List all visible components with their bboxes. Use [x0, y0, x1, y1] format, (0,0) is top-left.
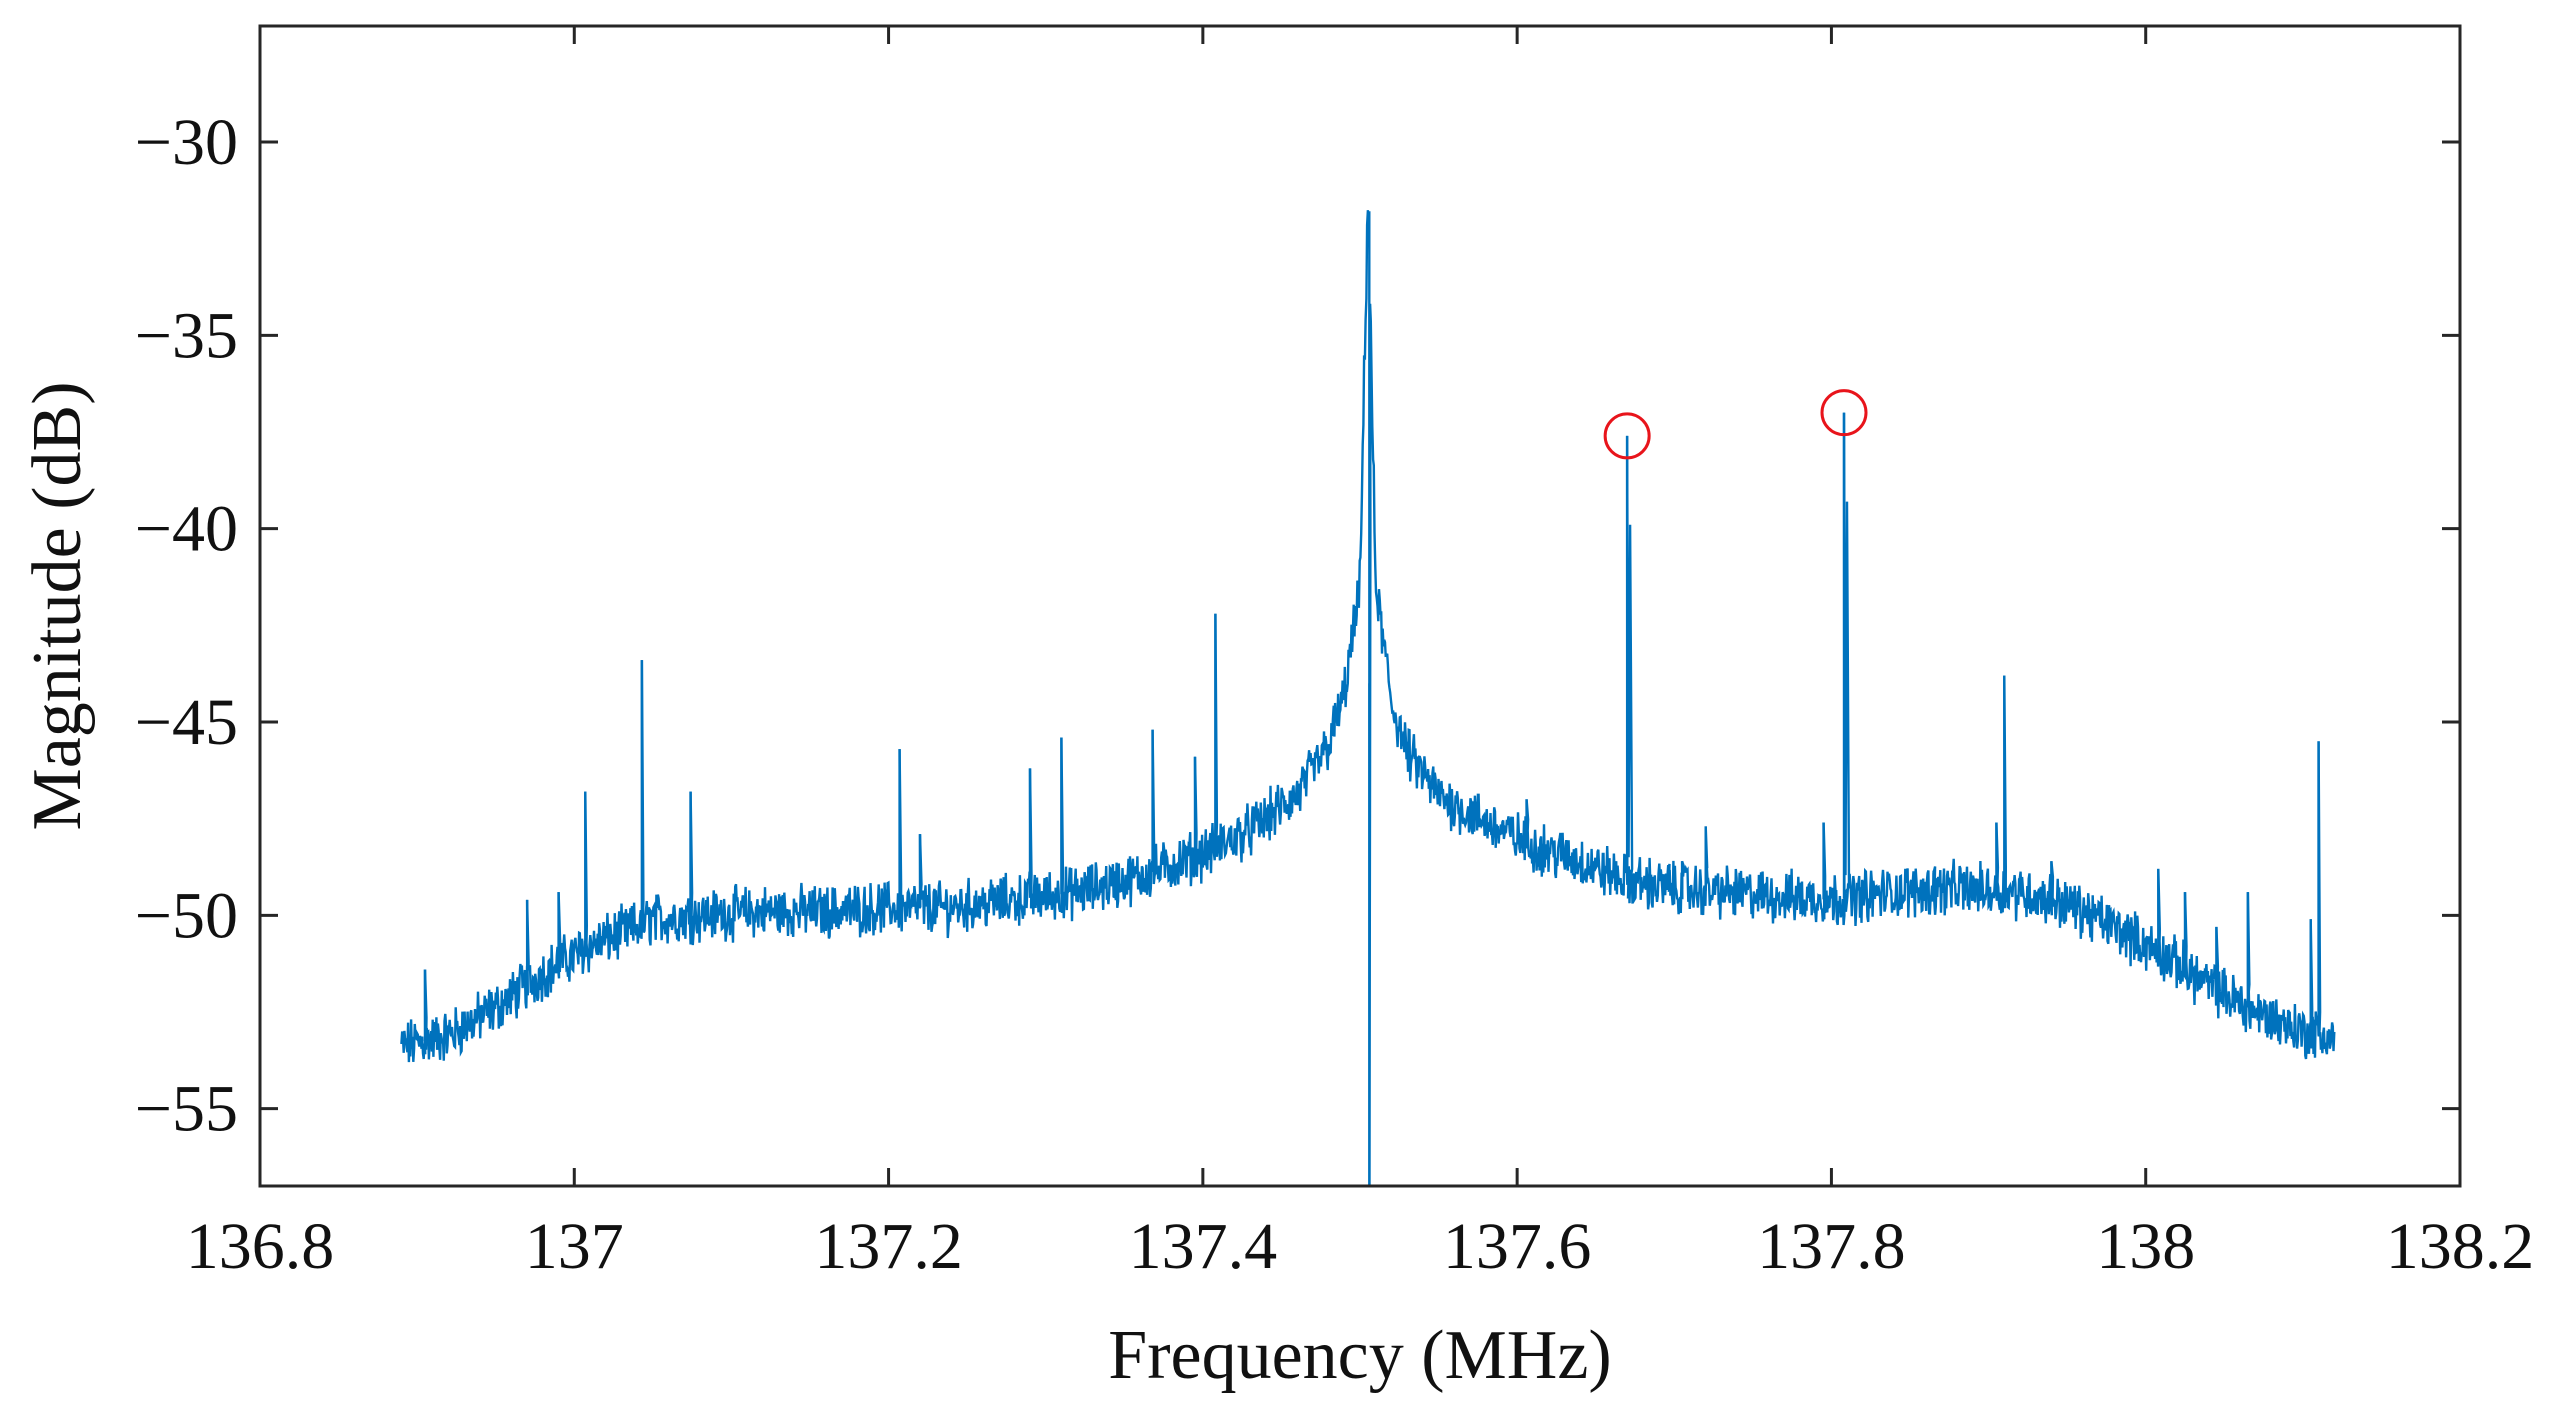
y-tick-label-5: −50 — [135, 879, 238, 952]
y-tick-label-3: −40 — [135, 493, 238, 566]
data-layer — [400, 210, 2336, 1186]
x-tick-label-2: 137 — [525, 1210, 624, 1283]
x-tick-label-5: 137.6 — [1443, 1210, 1592, 1283]
tick-layer: 136.8 137 137.2 137.4 137.6 137.8 138 138.2 −30 −… — [135, 26, 2534, 1283]
y-axis-label: Magnitude (dB) — [19, 381, 96, 830]
x-tick-label-8: 138.2 — [2386, 1210, 2535, 1283]
x-axis-label: Frequency (MHz) — [1108, 1317, 1611, 1394]
x-tick-label-4: 137.4 — [1129, 1210, 1278, 1283]
x-tick-label-1: 136.8 — [186, 1210, 335, 1283]
peak-marker-2 — [1820, 389, 1868, 437]
y-tick-label-1: −30 — [135, 106, 238, 179]
y-tick-label-2: −35 — [135, 299, 238, 372]
x-tick-label-6: 137.8 — [1757, 1210, 1906, 1283]
y-tick-label-4: −45 — [135, 686, 238, 759]
y-tick-label-6: −55 — [135, 1073, 238, 1146]
peak-marker-1 — [1603, 412, 1651, 460]
x-tick-label-7: 138 — [2096, 1210, 2195, 1283]
plot-frame — [258, 24, 2462, 1188]
annotation-layer — [1603, 389, 1868, 460]
x-tick-label-3: 137.2 — [814, 1210, 963, 1283]
spectrum-series-line — [400, 210, 2336, 1186]
